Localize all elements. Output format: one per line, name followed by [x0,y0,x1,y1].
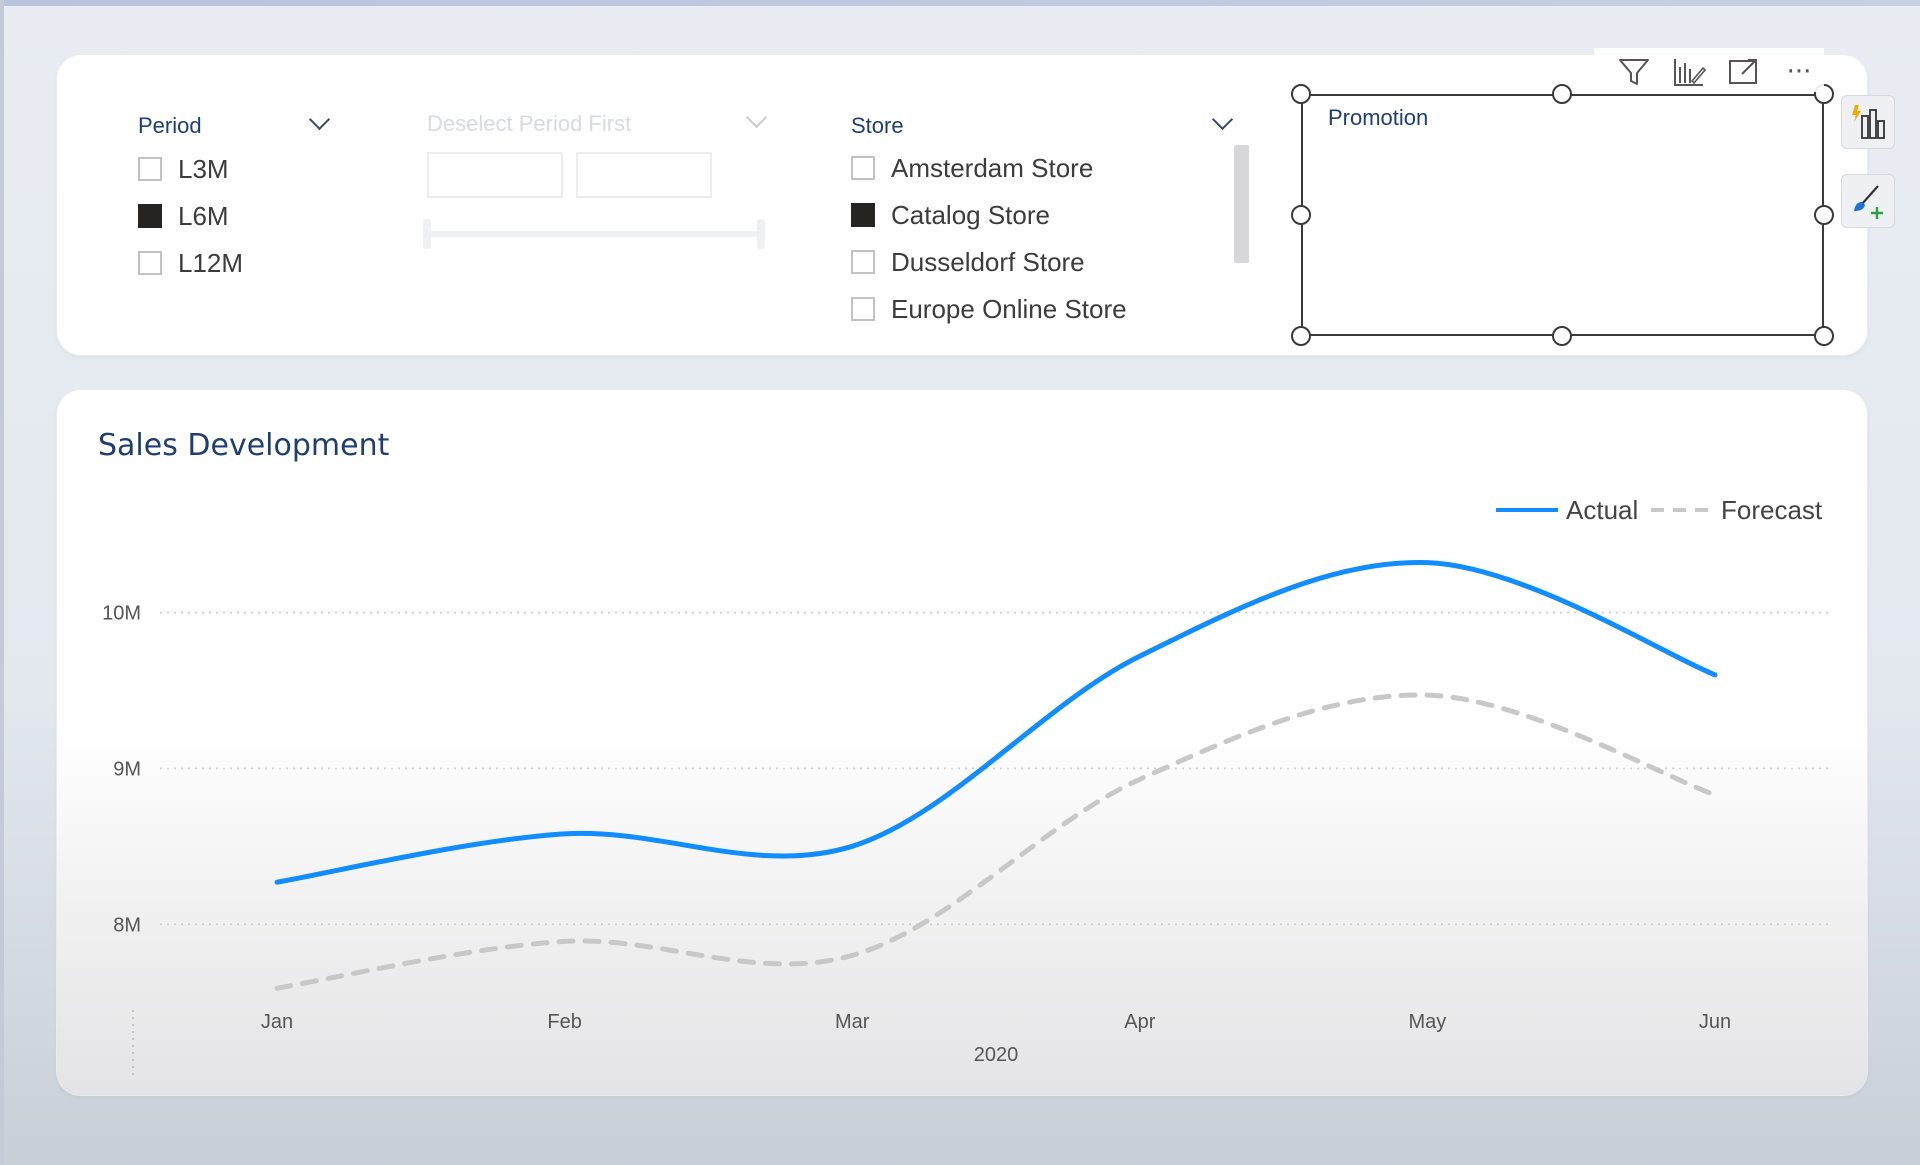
resize-handle-bottom[interactable] [1552,326,1572,346]
smart-narrative-icon[interactable] [1841,95,1895,149]
period-checkbox[interactable] [138,251,162,275]
store-item-label: Amsterdam Store [891,152,1094,183]
resize-handle-bottom-left[interactable] [1291,326,1311,346]
expand-icon[interactable] [1722,52,1766,92]
legend-label-actual: Actual [1566,495,1638,525]
y-tick-label: 8M [113,914,141,936]
y-tick-label: 10M [102,603,141,625]
store-item[interactable]: Catalog Store [851,200,1050,230]
x-tick-label: Feb [547,1011,581,1033]
series-line-actual [274,560,1718,885]
store-item-label: Dusseldorf Store [891,246,1085,277]
resize-handle-top-left[interactable] [1291,84,1311,104]
legend-label-forecast: Forecast [1721,495,1823,525]
resize-handle-top[interactable] [1552,84,1572,104]
x-tick-label: May [1409,1011,1447,1033]
resize-handle-bottom-right[interactable] [1814,326,1834,346]
period-checkbox[interactable] [138,157,162,181]
store-checkbox[interactable] [851,203,875,227]
promotion-slicer-title: Promotion [1328,105,1429,130]
period-item[interactable]: L6M [138,201,229,231]
store-list-scrollbar[interactable] [1234,145,1249,263]
x-group-label: 2020 [974,1044,1019,1066]
store-checkbox[interactable] [851,156,875,180]
store-item[interactable]: Dusseldorf Store [851,247,1085,277]
filter-icon[interactable] [1612,52,1656,92]
store-slicer-title: Store [851,113,904,138]
x-tick-label: Jun [1699,1011,1731,1033]
resize-handle-left[interactable] [1291,205,1311,225]
resize-handle-right[interactable] [1814,205,1834,225]
period-slicer-title: Period [138,113,202,138]
window-top-border [0,0,1920,6]
store-item-label: Europe Online Store [891,293,1127,324]
visual-header-toolbar [1594,48,1824,92]
sales-development-visual[interactable] [57,390,1867,1095]
store-item-label: Catalog Store [891,199,1050,230]
store-checkbox[interactable] [851,297,875,321]
date-range-from-input[interactable] [427,152,563,198]
more-options-icon[interactable]: ··· [1786,57,1812,87]
series-line-forecast [274,692,1718,991]
date-range-to-input[interactable] [576,152,712,198]
window-left-border [0,0,4,1165]
period-item-label: L12M [178,247,244,278]
period-item[interactable]: L12M [138,248,243,278]
date-range-slider-start-handle[interactable] [423,219,431,249]
focus-drill-icon[interactable] [1667,52,1711,92]
period-item-label: L6M [178,200,229,231]
period-item-label: L3M [178,153,229,184]
x-tick-label: Mar [835,1011,870,1033]
slicer-panel [57,55,1867,355]
x-tick-label: Jan [261,1011,293,1033]
store-checkbox[interactable] [851,250,875,274]
x-tick-label: Apr [1124,1011,1155,1033]
store-item[interactable]: Europe Online Store [851,294,1127,324]
date-range-slicer-title: Deselect Period First [427,111,632,136]
date-range-slider-end-handle[interactable] [757,219,765,249]
period-item[interactable]: L3M [138,154,229,184]
chart-title: Sales Development [98,428,390,463]
store-item[interactable]: Amsterdam Store [851,153,1093,183]
y-tick-label: 9M [113,758,141,780]
format-brush-icon[interactable] [1841,174,1895,228]
date-range-slider-track[interactable] [427,231,763,237]
period-checkbox[interactable] [138,204,162,228]
